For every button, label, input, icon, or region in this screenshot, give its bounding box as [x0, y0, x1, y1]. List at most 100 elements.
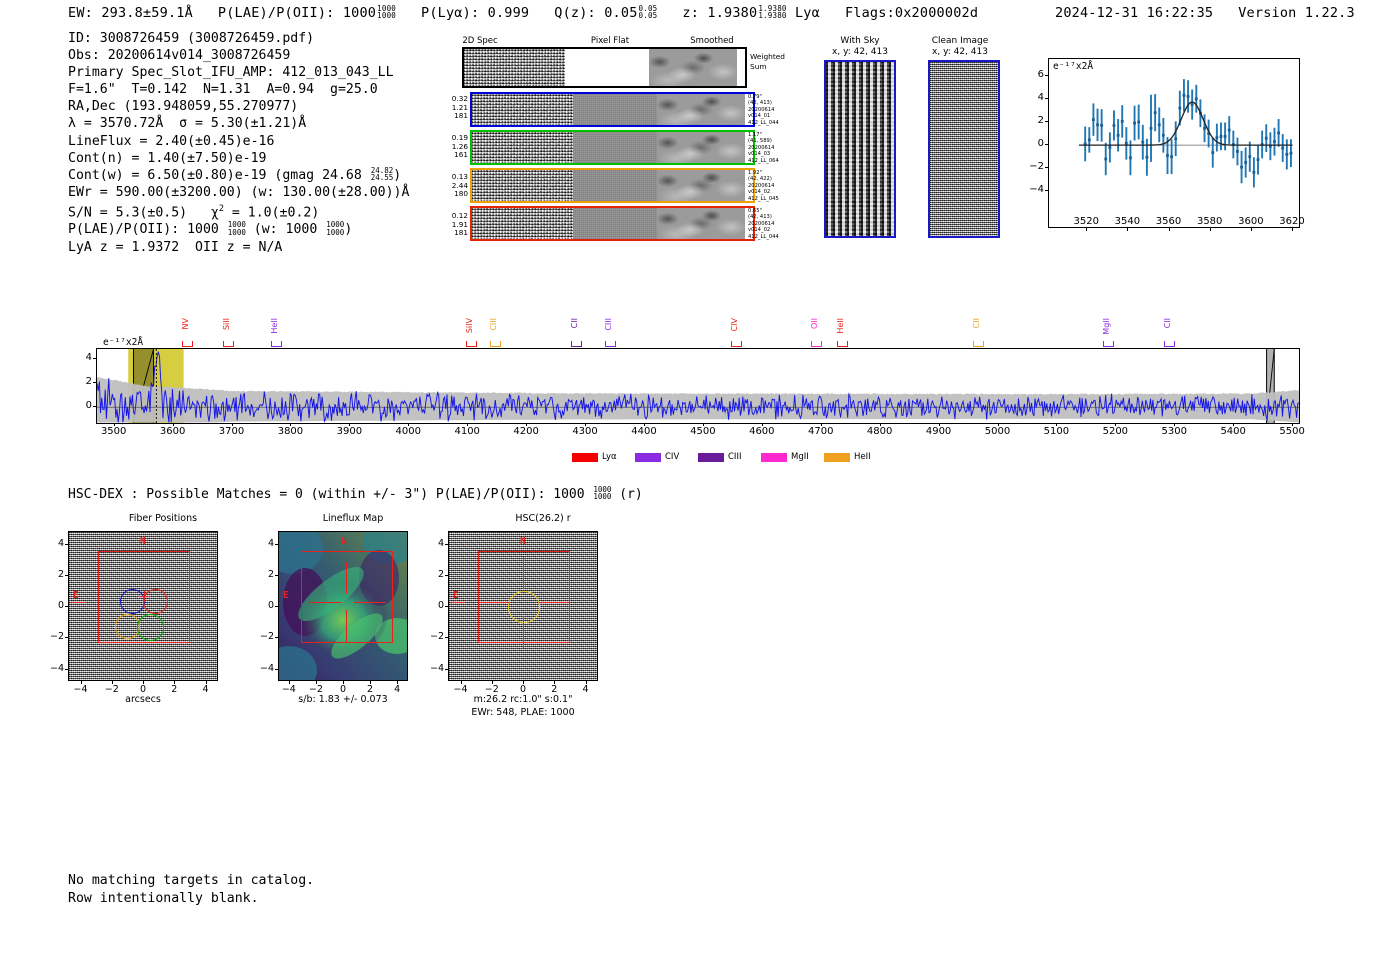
spectrum-xtick-mark: [1115, 423, 1117, 426]
panel-xtick: 2: [551, 684, 558, 695]
header-plae-value: 1000: [342, 5, 377, 21]
spectrum-xtick: 3700: [218, 426, 245, 437]
hsc-compass-east-tick: [452, 602, 466, 604]
emission-line-bracket: [182, 341, 194, 347]
panel-xtick-mark: [315, 681, 317, 684]
header-plya-value: 0.999: [487, 5, 530, 21]
compass-north-fiber: N: [140, 536, 146, 547]
cutout-clean-title: Clean Image x, y: 42, 413: [931, 36, 989, 57]
spectrum-xtick: 3500: [100, 426, 127, 437]
panel-ytick-mark: [65, 543, 68, 545]
info-redshifts: LyA z = 1.9372 OII z = N/A: [68, 239, 283, 255]
spectrum-xtick-mark: [467, 423, 469, 426]
weighted-sum-label: Weighted Sum: [750, 52, 785, 71]
fiber-row-2-strip: [470, 130, 755, 165]
header-qz-value: 0.05: [604, 5, 638, 21]
weighted-sum-strip: [462, 47, 747, 88]
spectrum-xtick-mark: [1174, 423, 1176, 426]
panel-hsc-title: HSC(26.2) r: [515, 513, 571, 524]
emission-line-label-mgii: MgII: [1101, 318, 1111, 335]
cutout-withsky-title: With Sky x, y: 42, 413: [832, 36, 888, 57]
hsc-crosshair-bottom: [523, 616, 525, 648]
spectrum-xtick-mark: [997, 423, 999, 426]
spectrum-xtick: 4000: [395, 426, 421, 437]
emission-line-label-cii: CII: [570, 318, 580, 329]
panel-xtick-mark: [491, 681, 493, 684]
line-profile-xtick: 3560: [1155, 216, 1182, 227]
panel-xtick: 4: [202, 684, 209, 695]
panel-xtick-mark: [585, 681, 587, 684]
panel-hsc-xlabel: m:26.2 rc:1.0" s:0.1": [473, 694, 573, 705]
panel-ytick: −2: [49, 631, 64, 643]
info-primary-spec: Primary Spec_Slot_IFU_AMP: 412_013_043_L…: [68, 65, 394, 81]
spectrum-ytick-mark: [93, 357, 96, 359]
legend-label-civ: CIV: [665, 452, 680, 462]
panel-ytick: 2: [267, 568, 274, 580]
spectrum-xtick-mark: [702, 423, 704, 426]
fiber-circle-red: [142, 588, 168, 614]
panel-xtick: 0: [339, 684, 347, 695]
spectrum-xtick-mark: [349, 423, 351, 426]
line-profile-ytick: −2: [1029, 161, 1044, 173]
lineflux-heatmap: [279, 532, 407, 680]
spectrum-ytick: 0: [85, 400, 92, 412]
line-profile-ytick: 0: [1037, 138, 1044, 150]
header-plae-range: 1000 1000: [377, 4, 397, 21]
panel-xtick: 4: [582, 684, 589, 695]
panel-xtick-mark: [80, 681, 82, 684]
header-z-label: z:: [682, 5, 700, 21]
emission-line-bracket: [604, 341, 616, 347]
panel-xtick: 0: [519, 684, 527, 695]
panel-xtick: 0: [139, 684, 147, 695]
panel-hsc-image: N E: [448, 531, 598, 681]
header-plya-label: P(Lyα):: [421, 5, 480, 21]
spectrum-xtick: 4600: [749, 426, 775, 437]
spectrum-xtick: 4400: [631, 426, 657, 437]
emission-line-bracket: [810, 341, 822, 347]
line-profile-xtick-mark: [1250, 228, 1252, 231]
panel-xtick: 4: [394, 684, 401, 695]
spectrum-xtick-mark: [1292, 423, 1294, 426]
spectrum-xtick-mark: [231, 423, 233, 426]
panel-fiber-positions-image: N E: [68, 531, 218, 681]
panel-fiber-positions-title: Fiber Positions: [128, 513, 198, 524]
panel-ytick-mark: [65, 637, 68, 639]
line-profile-xtick-mark: [1292, 228, 1293, 231]
col-title-smoothed: Smoothed: [690, 36, 734, 46]
line-profile-xtick-mark: [1168, 228, 1170, 231]
line-profile-canvas: [1079, 79, 1293, 188]
fiber-row-3-strip: [470, 168, 755, 203]
fiber-circle-blue: [119, 589, 145, 615]
emission-line-bracket: [571, 341, 583, 347]
fiber-row-1-info: 0.79" (42, 413) 20200614 v014_01 412_LL_044: [748, 94, 779, 126]
spectrum-ytick: 4: [85, 351, 92, 363]
spectrum-xtick: 3900: [336, 426, 363, 437]
panel-ytick: −4: [49, 662, 64, 674]
spectrum-xtick-mark: [761, 423, 763, 426]
info-lineflux: LineFlux = 2.40(±0.45)e-16: [68, 133, 275, 149]
legend-swatch-lyα: [572, 453, 598, 462]
header-qz-label: Q(z):: [554, 5, 596, 21]
panel-xtick-mark: [343, 681, 344, 684]
fiber-row-4-info: 0.65" (42, 413) 20200614 v014_02 412_LL_044: [748, 208, 779, 240]
line-profile-unit-label: e⁻¹⁷x2Å: [1053, 61, 1094, 72]
hsc-crosshair-right: [539, 602, 570, 604]
line-profile-xtick: 3620: [1279, 216, 1305, 227]
emission-line-bracket: [223, 341, 235, 347]
line-profile-ytick-mark: [1045, 167, 1048, 169]
panel-ytick: −2: [429, 631, 444, 643]
line-profile-ytick: 6: [1037, 68, 1044, 80]
panel-ytick-mark: [65, 574, 68, 576]
panel-ytick-mark: [445, 543, 448, 545]
spectrum-xtick: 4300: [572, 426, 598, 437]
emission-line-bracket: [466, 341, 478, 347]
info-cont-n: Cont(n) = 1.40(±7.50)e-19: [68, 150, 267, 166]
header-z-range: 1.9380 1.9380: [758, 4, 787, 21]
panel-xtick-mark: [143, 681, 144, 684]
spectrum-xtick-mark: [585, 423, 587, 426]
fiber-row-2-info: 1.17" (41, 589) 20200614 v014_03 412_LL_064: [748, 132, 779, 164]
panel-ytick: −2: [259, 631, 274, 643]
panel-ytick-mark: [275, 574, 278, 576]
panel-ytick: −4: [429, 662, 444, 674]
spectrum-xtick: 4900: [925, 426, 952, 437]
